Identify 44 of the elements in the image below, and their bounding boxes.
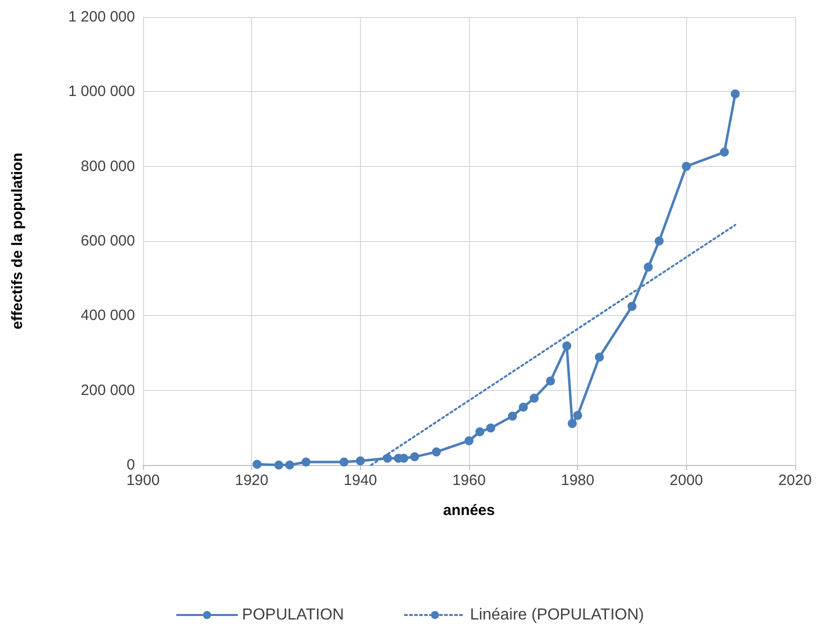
y-tick-label: 1 000 000 (68, 83, 135, 100)
point (486, 424, 496, 433)
x-tick-label: 1960 (452, 472, 486, 489)
y-tick-label: 1 200 000 (68, 8, 135, 26)
point (410, 452, 420, 462)
x-tick-label: 1920 (234, 472, 268, 489)
point (432, 447, 441, 456)
point (568, 419, 577, 428)
point (383, 454, 392, 463)
point (546, 376, 555, 386)
point (274, 460, 284, 470)
y-tick-label: 600 000 (80, 232, 135, 250)
y-tick-label: 400 000 (80, 307, 135, 324)
y-tick-label: 0 (126, 456, 135, 474)
point (340, 458, 349, 467)
point (720, 148, 729, 157)
point (356, 456, 365, 466)
point (475, 427, 484, 436)
x-tick-label: 1900 (126, 472, 160, 489)
y-tick-label: 800 000 (80, 158, 135, 175)
y-axis-title: effectifs de la population (9, 152, 26, 330)
legend-label: Linéaire (POPULATION) (470, 606, 644, 624)
point (530, 394, 539, 403)
point (730, 89, 740, 98)
x-tick-label: 1940 (344, 472, 378, 489)
point (562, 341, 572, 350)
point (628, 302, 636, 311)
point (644, 262, 653, 272)
y-tick-label: 200 000 (80, 382, 135, 399)
point (508, 412, 517, 421)
point (302, 458, 310, 467)
x-tick-label: 2020 (778, 472, 812, 489)
point (285, 460, 294, 470)
point (654, 236, 664, 246)
x-tick-label: 2000 (670, 472, 704, 489)
point (464, 436, 474, 446)
point (682, 162, 691, 171)
point (518, 402, 528, 412)
point (594, 352, 604, 362)
point (573, 410, 582, 420)
legend-label: POPULATION (242, 606, 344, 624)
x-axis-title: années (443, 502, 495, 519)
point (252, 460, 262, 469)
x-tick-label: 1980 (560, 472, 594, 489)
